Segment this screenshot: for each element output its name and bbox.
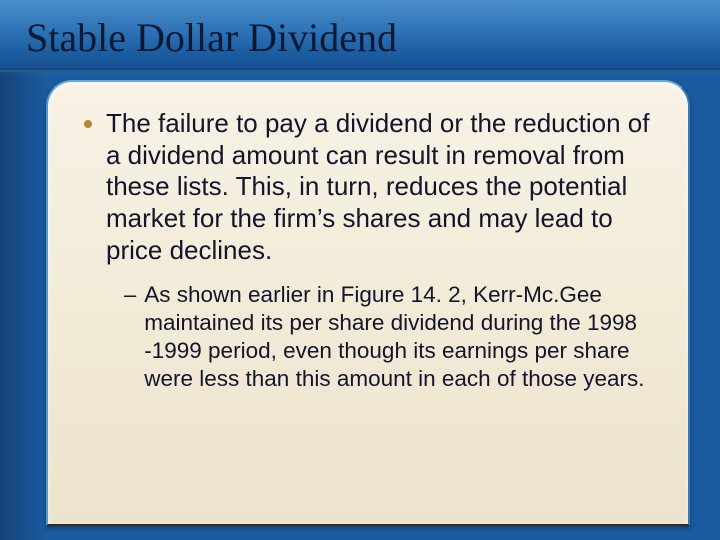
- bullet-dot-icon: [84, 120, 92, 128]
- left-edge-shade: [0, 72, 46, 540]
- dash-icon: –: [124, 281, 136, 309]
- content-panel: The failure to pay a dividend or the red…: [46, 80, 690, 526]
- title-band: Stable Dollar Dividend: [0, 0, 720, 72]
- sub-bullet-item: – As shown earlier in Figure 14. 2, Kerr…: [124, 281, 654, 394]
- sub-bullet-text: As shown earlier in Figure 14. 2, Kerr-M…: [144, 281, 654, 394]
- slide-title: Stable Dollar Dividend: [26, 14, 720, 61]
- slide-container: Stable Dollar Dividend The failure to pa…: [0, 0, 720, 540]
- bullet-item: The failure to pay a dividend or the red…: [82, 108, 654, 267]
- bullet-text: The failure to pay a dividend or the red…: [106, 108, 654, 267]
